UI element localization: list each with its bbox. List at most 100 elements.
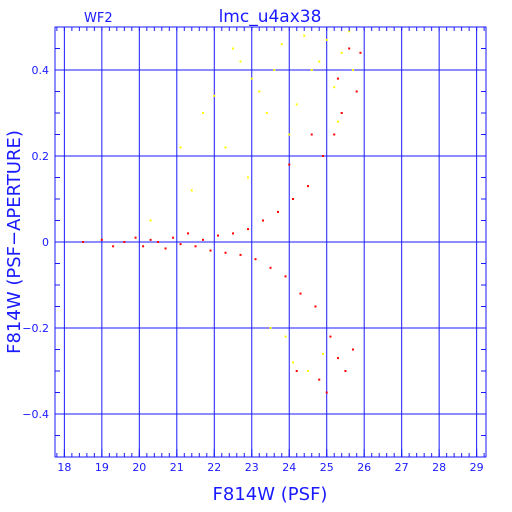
data-point	[269, 266, 272, 269]
data-point	[291, 198, 294, 200]
data-point	[276, 210, 279, 213]
data-point	[318, 60, 321, 63]
data-point	[82, 241, 85, 243]
data-point	[348, 47, 351, 50]
data-point	[149, 238, 152, 241]
y-tick-label: −0.4	[22, 408, 49, 421]
tick-labels: 18 19 20 21 22 23 24 25 26 27 28 29 −0.4 −0.2 0 0.2 0.4	[22, 64, 483, 474]
x-tick-label: 28	[432, 461, 446, 474]
data-point	[321, 352, 324, 355]
data-point	[142, 245, 145, 248]
grid	[55, 27, 486, 457]
x-tick-label: 25	[320, 461, 334, 474]
data-point	[134, 236, 137, 239]
data-point	[295, 103, 298, 106]
data-point	[232, 232, 235, 235]
x-tick-label: 27	[395, 461, 409, 474]
data-point	[291, 361, 294, 364]
data-point	[333, 133, 336, 136]
data-point	[239, 253, 242, 256]
data-point	[123, 241, 126, 243]
data-point	[179, 243, 182, 246]
data-point	[329, 335, 332, 338]
series-red	[82, 47, 362, 394]
data-point	[224, 146, 227, 149]
data-point	[325, 391, 328, 394]
x-tick-label: 26	[357, 461, 371, 474]
data-point	[284, 275, 287, 278]
data-point	[149, 219, 152, 222]
data-point	[336, 357, 339, 360]
x-axis-label: F814W (PSF)	[213, 484, 328, 505]
data-point	[254, 258, 257, 261]
data-point	[325, 38, 328, 41]
data-point	[273, 69, 276, 71]
data-point	[351, 69, 354, 71]
x-tick-label: 21	[170, 461, 184, 474]
y-tick-label: 0	[42, 236, 49, 249]
data-point	[164, 247, 167, 250]
plot-frame	[54, 26, 487, 458]
data-point	[187, 232, 190, 235]
data-point	[112, 245, 115, 248]
data-point	[288, 133, 291, 136]
data-point	[288, 163, 291, 166]
data-point	[336, 77, 339, 80]
x-tick-label: 20	[132, 461, 146, 474]
data-point	[310, 69, 313, 71]
data-point	[190, 189, 193, 192]
series-yellow	[149, 30, 354, 372]
data-point	[202, 238, 205, 241]
data-point	[265, 112, 268, 114]
data-point	[340, 51, 343, 54]
data-point	[172, 236, 175, 239]
data-point	[100, 238, 103, 241]
data-point	[314, 305, 317, 308]
data-point	[209, 249, 212, 252]
data-point	[344, 370, 347, 372]
data-point	[232, 47, 235, 50]
data-point	[306, 370, 309, 372]
x-tick-label: 23	[245, 461, 259, 474]
data-point	[336, 120, 339, 123]
data-point	[340, 112, 343, 114]
data-point	[306, 185, 309, 188]
y-tick-label: 0.4	[32, 64, 50, 77]
data-point	[355, 90, 358, 93]
x-tick-label: 22	[207, 461, 221, 474]
chart-title: lmc_u4ax38	[219, 7, 322, 27]
y-tick-label: 0.2	[32, 150, 50, 163]
data-point	[333, 86, 336, 89]
data-point	[262, 219, 265, 222]
data-point	[179, 146, 182, 149]
data-point	[269, 327, 272, 329]
y-axis-label: F814W (PSF−APERTURE)	[4, 130, 25, 354]
data-point	[310, 133, 313, 136]
data-point	[318, 378, 321, 381]
data-point	[258, 90, 261, 93]
y-tick-label: −0.2	[22, 322, 49, 335]
data-point	[284, 335, 287, 338]
data-point	[247, 176, 250, 179]
data-point	[247, 228, 250, 231]
data-point	[351, 348, 354, 351]
data-point	[213, 94, 216, 97]
data-point	[239, 60, 242, 63]
data-point	[280, 43, 283, 46]
data-point	[250, 77, 253, 80]
x-tick-label: 24	[282, 461, 296, 474]
data-point	[202, 112, 205, 114]
data-point	[295, 370, 298, 372]
data-point	[157, 241, 160, 243]
data-point	[348, 30, 351, 33]
panel-label: WF2	[84, 11, 113, 26]
data-point	[321, 155, 324, 157]
data-point	[299, 292, 302, 295]
data-point	[224, 251, 227, 254]
ticks	[55, 26, 486, 458]
data-point	[303, 34, 306, 37]
x-tick-label: 18	[57, 461, 71, 474]
data-point	[359, 51, 362, 54]
x-tick-label: 29	[470, 461, 484, 474]
